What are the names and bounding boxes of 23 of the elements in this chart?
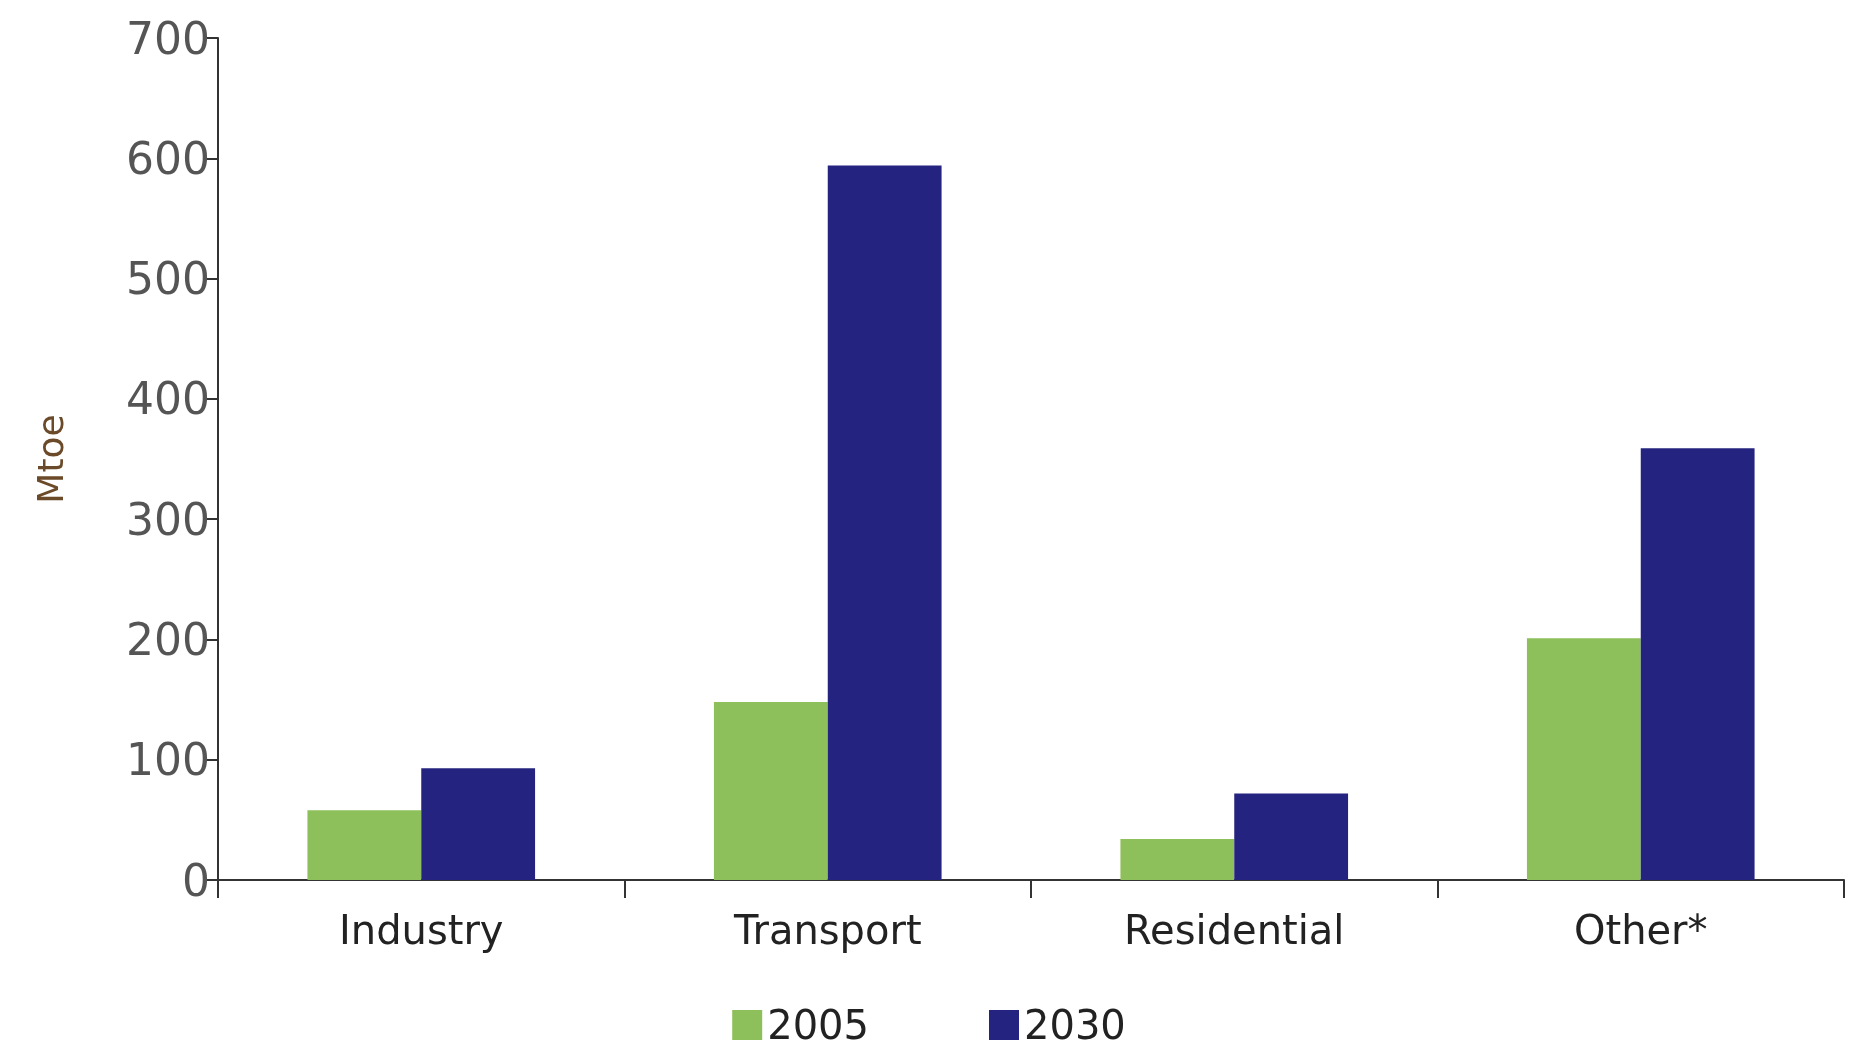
bar (1234, 793, 1349, 880)
x-tick-label: Residential (1124, 907, 1345, 953)
x-tick-label: Transport (732, 907, 922, 953)
y-tick-label: 100 (126, 734, 210, 786)
y-tick-label: 500 (126, 253, 210, 305)
y-axis-title: Mtoe (29, 414, 71, 504)
x-tick-label: Other* (1573, 907, 1708, 953)
bar (1526, 638, 1641, 880)
bar (421, 768, 536, 880)
y-tick-label: 200 (126, 613, 210, 665)
bar (827, 165, 942, 880)
legend-label: 2030 (1024, 1002, 1126, 1048)
bar (1120, 839, 1235, 880)
bar (307, 810, 422, 880)
bar (713, 701, 828, 880)
y-tick-label: 600 (126, 132, 210, 184)
y-tick-label: 700 (126, 12, 210, 64)
bar (1640, 448, 1755, 880)
y-tick-label: 0 (182, 854, 210, 906)
x-tick-label: Industry (338, 907, 504, 953)
legend-label: 2005 (767, 1002, 869, 1048)
y-tick-label: 300 (126, 493, 210, 545)
y-tick-label: 400 (126, 373, 210, 425)
